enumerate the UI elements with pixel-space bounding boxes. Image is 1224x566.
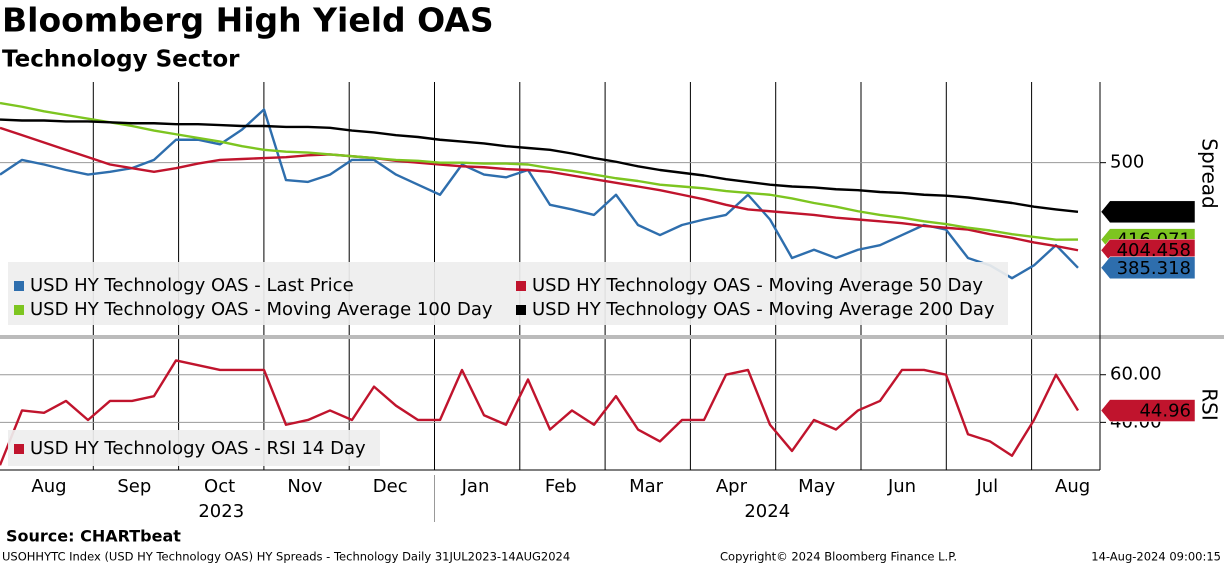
last-value-label: 385.318 — [1117, 258, 1191, 279]
legend-label: USD HY Technology OAS - Last Price — [30, 275, 354, 296]
series-line — [0, 359, 1080, 466]
legend-label: USD HY Technology OAS - Moving Average 1… — [30, 299, 493, 320]
last-value-label: 446.386 — [1117, 202, 1191, 223]
series-line — [0, 101, 1079, 241]
y-tick-label: 500 — [1110, 152, 1144, 173]
legend-label: USD HY Technology OAS - RSI 14 Day — [30, 438, 366, 459]
last-value-label: 404.458 — [1117, 240, 1191, 261]
legend-swatch — [14, 281, 24, 291]
panel-divider — [0, 335, 1224, 339]
chart-subtitle: Technology Sector — [2, 47, 240, 73]
footer-left: USOHHYTC Index (USD HY Technology OAS) H… — [2, 550, 570, 564]
footer-mid: Copyright© 2024 Bloomberg Finance L.P. — [720, 550, 957, 564]
legend-swatch — [14, 444, 24, 454]
series-line — [0, 126, 1079, 252]
x-tick-label: Nov — [287, 476, 322, 497]
legend-label: USD HY Technology OAS - Moving Average 5… — [532, 275, 983, 296]
year-label: 2023 — [198, 501, 244, 522]
last-value-label: 44.96 — [1139, 401, 1191, 422]
legend-box — [8, 430, 380, 466]
x-tick-label: Mar — [629, 476, 664, 497]
series-line — [0, 108, 1079, 280]
x-tick-label: Oct — [204, 476, 235, 497]
y-tick-label: 60.00 — [1110, 364, 1162, 385]
source: Source: CHARTbeat — [6, 527, 181, 546]
legend-swatch — [516, 305, 526, 315]
x-tick-label: Aug — [31, 476, 66, 497]
x-tick-label: Aug — [1055, 476, 1090, 497]
legend-swatch — [14, 305, 24, 315]
x-tick-label: Feb — [545, 476, 577, 497]
year-label: 2024 — [744, 501, 790, 522]
legend-box — [8, 262, 1008, 325]
x-tick-label: Apr — [716, 476, 748, 497]
last-value-tag — [1100, 399, 1196, 422]
y-axis-label: RSI — [1198, 388, 1222, 421]
x-tick-label: Dec — [373, 476, 408, 497]
x-tick-label: Jun — [887, 476, 916, 497]
x-tick-label: May — [798, 476, 836, 497]
last-value-tag — [1100, 256, 1196, 280]
x-tick-label: Jul — [975, 476, 998, 497]
footer-right: 14-Aug-2024 09:00:15 — [1091, 550, 1221, 564]
legend-swatch — [516, 281, 526, 291]
legend-label: USD HY Technology OAS - Moving Average 2… — [532, 299, 995, 320]
last-value-tag — [1100, 200, 1196, 224]
y-axis-label: Spread — [1198, 138, 1222, 208]
series-line — [0, 118, 1079, 214]
chart-title: Bloomberg High Yield OAS — [2, 1, 494, 40]
x-tick-label: Sep — [117, 476, 151, 497]
x-tick-label: Jan — [461, 476, 490, 497]
